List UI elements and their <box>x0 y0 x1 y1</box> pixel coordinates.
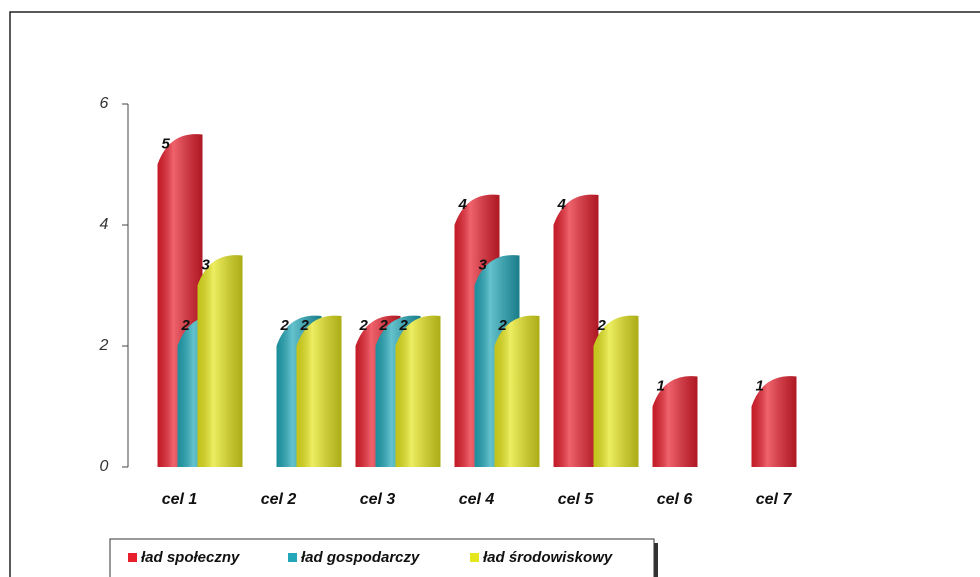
bar-shade <box>652 376 698 467</box>
bar <box>197 255 243 467</box>
data-label: 1 <box>756 377 764 394</box>
data-label: 2 <box>399 317 409 334</box>
y-tick-label: 0 <box>100 458 109 475</box>
legend-label: ład społeczny <box>141 549 240 566</box>
data-label: 2 <box>359 317 369 334</box>
x-tick-label: cel 2 <box>261 491 297 508</box>
legend-label: ład gospodarczy <box>301 549 420 566</box>
x-tick-label: cel 6 <box>657 491 693 508</box>
x-tick-label: cel 4 <box>459 491 495 508</box>
data-label: 2 <box>300 317 310 334</box>
data-label: 2 <box>498 317 508 334</box>
bar-shade <box>296 315 342 467</box>
y-tick-label: 4 <box>100 216 109 233</box>
bar-shade <box>494 315 540 467</box>
bar-shade <box>553 194 599 467</box>
x-tick-label: cel 3 <box>360 491 396 508</box>
x-tick-label: cel 5 <box>558 491 595 508</box>
x-tick-label: cel 1 <box>162 491 198 508</box>
data-label: 2 <box>379 317 389 334</box>
data-label: 4 <box>557 196 567 213</box>
bar-shade <box>395 315 441 467</box>
bar <box>296 315 342 467</box>
bar <box>553 194 599 467</box>
bar <box>593 315 639 467</box>
y-tick-label: 6 <box>100 95 109 112</box>
legend-label: ład środowiskowy <box>483 549 613 566</box>
data-label: 2 <box>181 317 191 334</box>
data-label: 4 <box>458 196 468 213</box>
bar <box>395 315 441 467</box>
legend-swatch <box>470 553 479 562</box>
chart-frame <box>9 11 980 577</box>
data-label: 3 <box>479 256 488 273</box>
bar <box>652 376 698 467</box>
data-label: 2 <box>280 317 290 334</box>
bar-shade <box>593 315 639 467</box>
x-tick-label: cel 7 <box>756 491 793 508</box>
legend <box>109 538 655 577</box>
bar <box>494 315 540 467</box>
data-label: 1 <box>657 377 665 394</box>
data-label: 2 <box>597 317 607 334</box>
bar <box>751 376 797 467</box>
bar-shade <box>197 255 243 467</box>
bar-shade <box>751 376 797 467</box>
legend-swatch <box>128 553 137 562</box>
data-label: 3 <box>202 256 211 273</box>
data-label: 5 <box>162 135 171 152</box>
legend-swatch <box>288 553 297 562</box>
y-tick-label: 2 <box>99 337 109 354</box>
